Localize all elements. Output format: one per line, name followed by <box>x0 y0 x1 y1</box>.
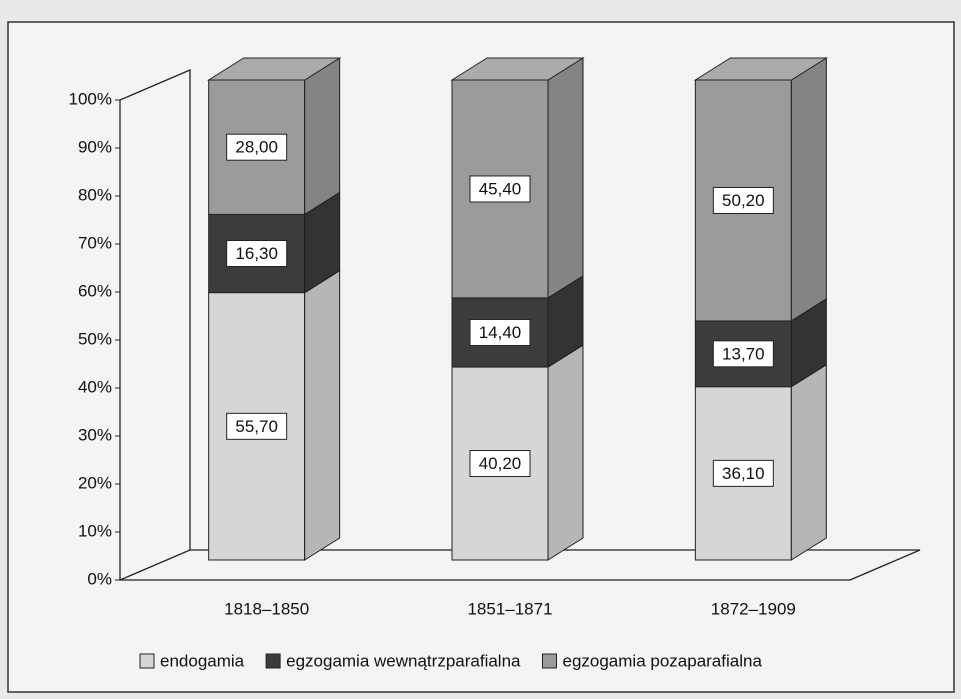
legend-swatch <box>265 653 281 669</box>
y-tick-label: 70% <box>78 233 112 252</box>
back-wall <box>119 69 191 550</box>
legend-label: egzogamia pozaparafialna <box>562 651 762 670</box>
bar-side <box>790 363 827 561</box>
value-label: 13,70 <box>722 344 765 363</box>
bar-top <box>206 57 342 81</box>
y-tick-label: 10% <box>78 521 112 540</box>
value-label: 14,40 <box>479 323 522 342</box>
y-tick-label: 30% <box>78 425 112 444</box>
x-tick-label: 1872–1909 <box>711 599 796 618</box>
legend-swatch <box>139 653 155 669</box>
value-label-box <box>226 412 288 440</box>
y-tick-label: 20% <box>78 473 112 492</box>
bar-top <box>693 57 829 81</box>
y-tick-label: 50% <box>78 329 112 348</box>
bar-top <box>450 57 585 81</box>
y-tick-label: 100% <box>69 89 112 108</box>
x-tick-label: 1851–1871 <box>467 599 552 618</box>
value-label-box <box>469 175 531 203</box>
value-label: 36,10 <box>722 464 765 483</box>
bar-side <box>304 57 341 216</box>
bar-side <box>547 344 584 561</box>
value-label: 55,70 <box>235 417 278 436</box>
bar-side <box>304 269 341 561</box>
value-label-box <box>469 318 531 346</box>
value-label-box <box>226 240 288 268</box>
value-label-box <box>712 186 774 214</box>
legend-label: egzogamia wewnątrzparafialna <box>286 651 521 670</box>
y-tick-label: 0% <box>87 569 112 588</box>
y-tick-label: 60% <box>78 281 112 300</box>
value-label-box <box>712 459 774 487</box>
value-label: 50,20 <box>722 191 765 210</box>
value-label: 45,40 <box>479 179 522 198</box>
bar-side <box>547 57 584 299</box>
value-label-box <box>712 340 774 368</box>
value-label-box <box>469 450 531 478</box>
value-label: 40,20 <box>479 454 522 473</box>
y-tick-label: 40% <box>78 377 112 396</box>
x-tick-label: 1818–1850 <box>224 599 309 618</box>
value-label-box <box>226 133 288 161</box>
bar-side <box>790 57 827 322</box>
legend-label: endogamia <box>160 651 245 670</box>
value-label: 28,00 <box>235 138 278 157</box>
y-tick-label: 80% <box>78 185 112 204</box>
value-label: 16,30 <box>235 244 278 263</box>
legend-swatch <box>541 653 557 669</box>
y-tick-label: 90% <box>78 137 112 156</box>
